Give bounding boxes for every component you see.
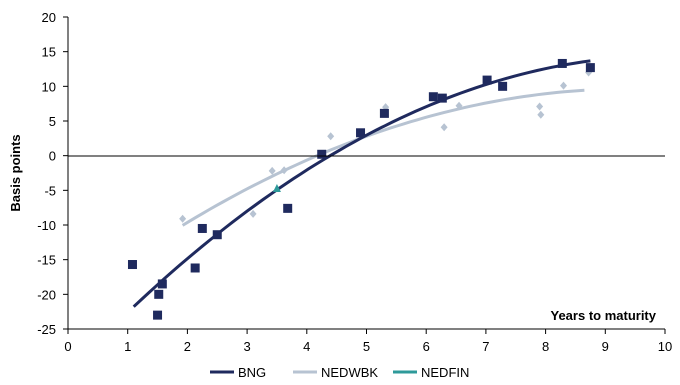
nedwbk-point	[560, 81, 568, 90]
x-tick-label: 4	[303, 339, 310, 354]
x-tick-label: 3	[243, 339, 250, 354]
y-tick-label: 15	[42, 45, 56, 60]
x-tick-label: 6	[423, 339, 430, 354]
bng-trend-line	[132, 59, 591, 308]
bng-point	[283, 203, 293, 213]
legend: BNG NEDWBK NEDFIN	[210, 365, 469, 380]
nedwbk-point	[455, 101, 463, 110]
x-tick-label: 10	[658, 339, 672, 354]
bng-point	[153, 310, 163, 320]
legend-label-bng: BNG	[238, 365, 266, 380]
plot-area	[127, 58, 595, 320]
x-tick-label: 5	[363, 339, 370, 354]
x-tick-label: 2	[184, 339, 191, 354]
y-tick-label: 0	[49, 149, 56, 164]
bng-point	[379, 108, 389, 118]
y-tick-label: -10	[37, 218, 56, 233]
bng-point	[127, 260, 137, 270]
y-tick-label: -5	[44, 183, 56, 198]
nedwbk-point	[268, 166, 276, 175]
y-tick-label: 5	[49, 114, 56, 129]
legend-label-nedfin: NEDFIN	[421, 365, 469, 380]
bng-point	[482, 75, 492, 85]
x-ticks: 0 1 2 3 4 5 6 7 8 9 10	[64, 329, 672, 354]
bng-point	[197, 223, 207, 233]
bng-point	[437, 93, 447, 103]
nedwbk-point	[440, 123, 448, 132]
legend-label-nedwbk: NEDWBK	[321, 365, 378, 380]
nedwbk-point	[280, 166, 288, 175]
bng-point	[212, 230, 222, 240]
nedwbk-point	[249, 209, 257, 218]
x-tick-label: 1	[124, 339, 131, 354]
y-tick-label: 20	[42, 10, 56, 25]
x-tick-label: 7	[482, 339, 489, 354]
bng-point	[317, 149, 327, 159]
x-axis-title: Years to maturity	[551, 308, 657, 323]
x-tick-label: 0	[64, 339, 71, 354]
y-tick-label: -20	[37, 287, 56, 302]
nedwbk-point	[536, 102, 544, 111]
bng-point	[190, 263, 200, 273]
y-tick-label: 10	[42, 79, 56, 94]
nedwbk-point	[179, 214, 187, 223]
nedwbk-point	[537, 110, 545, 119]
y-tick-label: -15	[37, 253, 56, 268]
bng-point	[356, 128, 366, 138]
bng-point	[154, 289, 164, 299]
x-tick-label: 9	[602, 339, 609, 354]
y-axis-title: Basis points	[8, 134, 23, 211]
bng-point	[557, 58, 567, 68]
x-tick-label: 8	[542, 339, 549, 354]
bng-point	[585, 63, 595, 73]
y-tick-label: -25	[37, 322, 56, 337]
nedwbk-point	[327, 132, 335, 141]
nedfin-point	[272, 183, 281, 192]
y-ticks: -25 -20 -15 -10 -5 0 5 10 15 20	[37, 10, 68, 337]
bng-point	[428, 92, 438, 102]
nedwbk-trend-line	[181, 88, 585, 227]
bng-point	[157, 279, 167, 289]
bng-point	[498, 81, 508, 91]
